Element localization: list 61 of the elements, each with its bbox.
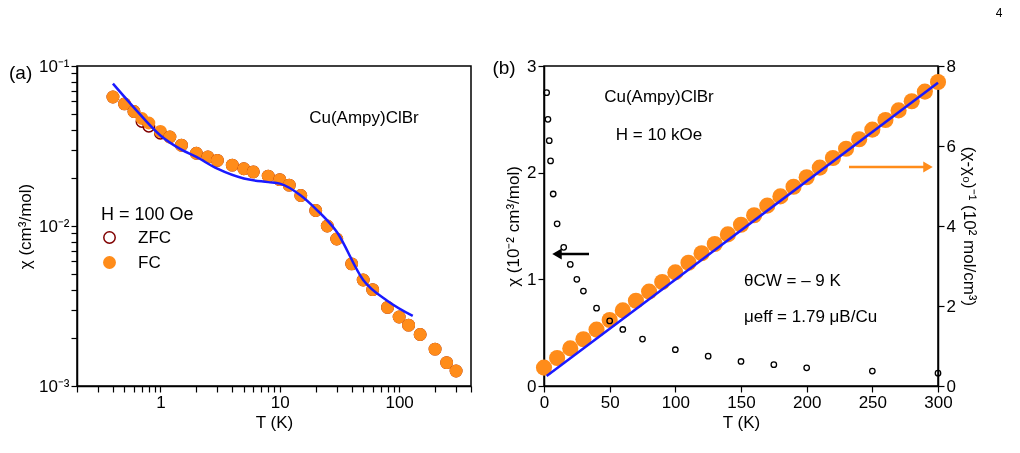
x-tick-label: 150 — [727, 392, 756, 412]
y-tick-label: 10⁻² — [38, 216, 70, 236]
point — [543, 89, 551, 97]
y2-tick-label: 2 — [946, 296, 956, 316]
point — [535, 359, 553, 376]
y-tick-label: 10⁻³ — [38, 376, 70, 396]
point — [770, 361, 778, 369]
point — [549, 190, 557, 198]
y2-tick-label: 8 — [946, 56, 956, 76]
legend-label: FC — [138, 252, 161, 272]
y2-tick-label: 6 — [946, 136, 956, 156]
x-tick-label: 10 — [270, 392, 290, 412]
y-axis-title: χ (cm³/mol) — [15, 183, 35, 270]
x-tick-label: 1 — [156, 392, 166, 412]
point — [580, 287, 587, 295]
legend-title: H = 100 Oe — [101, 204, 194, 224]
point — [573, 275, 581, 283]
point — [803, 364, 811, 372]
point — [619, 326, 627, 333]
y-tick-label: 10⁻¹ — [38, 56, 70, 76]
point — [868, 367, 876, 375]
x-tick-label: 50 — [600, 392, 620, 412]
x-tick-label: 100 — [661, 392, 691, 412]
y-tick-label: 2 — [527, 163, 537, 183]
point — [588, 321, 605, 338]
point — [737, 358, 745, 365]
point — [934, 369, 942, 377]
annotation: H = 10 kOe — [615, 125, 703, 144]
text: (b) — [492, 57, 516, 78]
x-axis-title: T (K) — [255, 412, 294, 432]
point — [545, 137, 553, 145]
x-tick-label: 250 — [858, 392, 888, 412]
point — [560, 243, 568, 251]
legend-label: ZFC — [138, 227, 172, 247]
point — [553, 220, 561, 228]
point — [704, 352, 712, 360]
y2-axis-title: (χ-χ₀)⁻¹ (10² mol/cm³) — [959, 146, 979, 307]
x-tick-label: 100 — [385, 392, 414, 412]
text: (a) — [9, 62, 33, 83]
x-tick-label: 200 — [792, 392, 822, 412]
y-tick-label: 3 — [527, 56, 537, 76]
point — [671, 346, 679, 354]
point — [639, 335, 646, 343]
point — [575, 331, 592, 348]
y2-tick-label: 4 — [946, 216, 956, 236]
point — [562, 340, 579, 357]
y-tick-label: 1 — [527, 269, 537, 289]
text: 4 — [995, 6, 1003, 20]
annotation: Cu(Ampy)ClBr — [309, 108, 420, 127]
annotation: μeff = 1.79 μB/Cu — [744, 307, 878, 326]
point — [547, 157, 554, 165]
point — [929, 73, 947, 91]
point — [544, 115, 552, 123]
y-axis-title: χ (10⁻² cm³/mol) — [504, 166, 524, 287]
annotation: θCW = – 9 K — [744, 271, 842, 290]
point — [549, 349, 566, 367]
x-axis-title: T (K) — [722, 412, 761, 432]
point — [593, 304, 600, 312]
annotation: Cu(Ampy)ClBr — [604, 87, 715, 106]
point — [566, 261, 574, 268]
y-tick-label: 0 — [527, 376, 537, 396]
